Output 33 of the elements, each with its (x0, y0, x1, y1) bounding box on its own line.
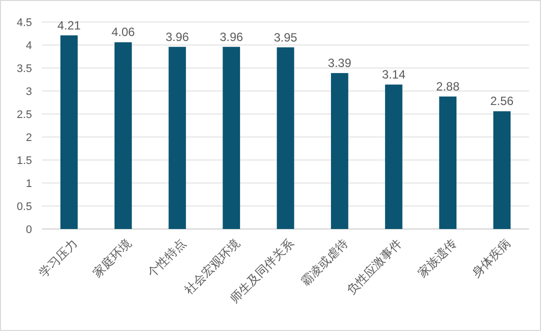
x-tick-label: 个性特点 (144, 236, 188, 280)
data-label: 3.96 (166, 30, 190, 44)
bar (493, 111, 511, 229)
y-tick-label: 4 (26, 40, 32, 52)
x-tick-label: 学习压力 (36, 236, 80, 280)
y-tick-label: 4.5 (16, 16, 32, 29)
bar (385, 84, 402, 229)
data-label: 3.96 (220, 30, 244, 44)
data-label: 3.95 (274, 30, 298, 44)
bar (439, 96, 456, 229)
data-label: 4.06 (111, 25, 136, 40)
y-tick-label: 3 (26, 86, 32, 98)
data-label: 3.39 (328, 56, 352, 70)
x-tick-label: 家庭环境 (90, 236, 134, 280)
y-tick-label: 0.5 (16, 200, 32, 213)
data-label: 2.56 (490, 94, 514, 108)
x-tick-label: 身体疾病 (469, 236, 514, 280)
bar (222, 46, 240, 229)
x-tick-label: 家族遗传 (415, 236, 459, 280)
bar (114, 42, 132, 229)
bar (168, 46, 186, 229)
bar (276, 47, 294, 229)
y-tick-label: 3.5 (16, 62, 32, 75)
y-tick-label: 0 (26, 224, 32, 236)
bar (330, 73, 348, 229)
y-tick-label: 2.5 (16, 108, 32, 121)
y-tick-label: 1 (26, 178, 32, 190)
data-label: 2.88 (436, 80, 460, 94)
bar (60, 35, 78, 229)
y-tick-label: 2 (26, 132, 32, 144)
data-label: 4.21 (57, 18, 82, 32)
y-tick-label: 1.5 (16, 154, 32, 167)
data-label: 3.14 (382, 68, 406, 82)
